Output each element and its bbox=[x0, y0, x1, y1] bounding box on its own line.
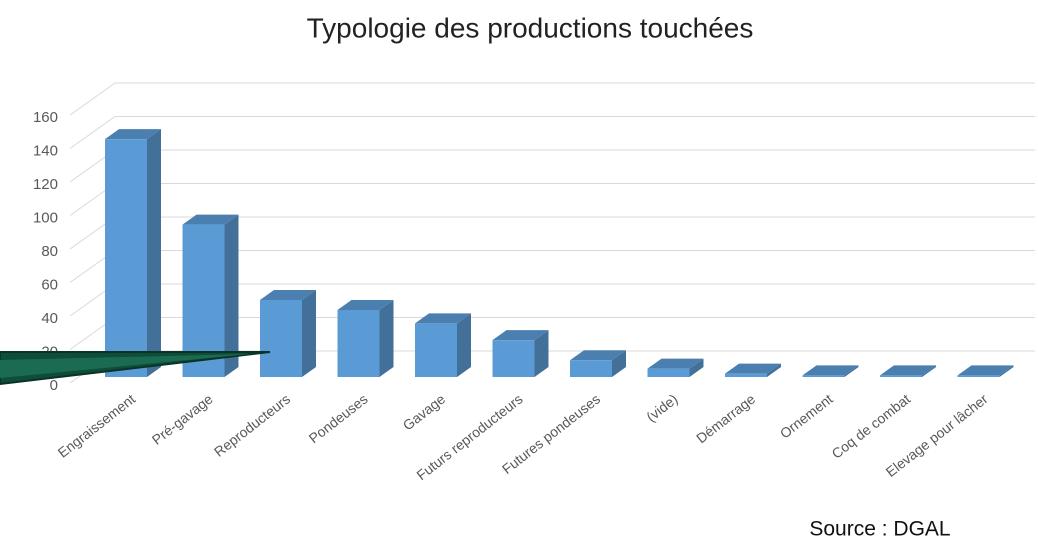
bar bbox=[725, 363, 781, 377]
bar-top bbox=[492, 330, 549, 341]
bar bbox=[415, 313, 471, 377]
bar-top bbox=[880, 365, 936, 376]
bar-top bbox=[570, 350, 626, 361]
x-tick-label: Démarrage bbox=[693, 391, 758, 447]
grid: 020406080100120140160 bbox=[33, 82, 1035, 394]
bar bbox=[105, 129, 161, 377]
bar-front bbox=[725, 373, 767, 377]
bar-side bbox=[379, 300, 394, 377]
bar-top bbox=[415, 313, 471, 324]
bar-top bbox=[105, 129, 161, 140]
bar-side bbox=[767, 363, 781, 377]
y-tick-label: 40 bbox=[41, 310, 58, 327]
bar-top bbox=[725, 363, 781, 374]
grid-line bbox=[69, 183, 1035, 216]
bar-front bbox=[957, 375, 1000, 377]
x-tick-label: Engraissement bbox=[55, 391, 139, 461]
bar-front bbox=[260, 299, 302, 377]
bar-front bbox=[880, 375, 922, 377]
grid-line bbox=[69, 116, 1035, 149]
bar-side bbox=[302, 289, 316, 377]
bar-top bbox=[957, 365, 1014, 376]
bar bbox=[570, 350, 626, 377]
y-tick-label: 60 bbox=[41, 276, 58, 293]
bar bbox=[492, 330, 549, 377]
bar-front bbox=[492, 340, 535, 377]
grid-line bbox=[69, 149, 1035, 183]
bar-top bbox=[337, 300, 394, 310]
x-tick-label: Ornement bbox=[777, 391, 836, 442]
bar-top bbox=[182, 214, 239, 225]
bar-front bbox=[802, 375, 845, 377]
y-tick-label: 100 bbox=[33, 209, 58, 226]
x-tick-label: Pré-gavage bbox=[149, 391, 216, 448]
y-tick-label: 0 bbox=[50, 377, 58, 394]
bar-side bbox=[922, 365, 936, 377]
source: Source : DGAL bbox=[809, 518, 950, 541]
y-tick-label: 140 bbox=[33, 142, 58, 159]
bar bbox=[647, 358, 704, 377]
bar-side bbox=[844, 365, 859, 377]
bar bbox=[802, 365, 859, 377]
arrow-highlight bbox=[0, 354, 250, 378]
bar-top bbox=[260, 289, 316, 300]
x-tick-label: Gavage bbox=[400, 391, 449, 434]
bar-front bbox=[105, 139, 147, 377]
pointer-arrow bbox=[0, 351, 271, 386]
bar bbox=[880, 365, 936, 377]
bar-side bbox=[147, 129, 161, 377]
grid-line bbox=[69, 82, 1035, 116]
x-tick-label: Pondeuses bbox=[306, 391, 371, 447]
y-tick-label: 160 bbox=[33, 109, 58, 126]
bar-side bbox=[457, 313, 471, 377]
bar-front bbox=[415, 323, 457, 377]
bar-top bbox=[802, 365, 859, 376]
chart-title: Typologie des productions touchées bbox=[307, 12, 754, 43]
bar bbox=[260, 289, 316, 377]
bar-side bbox=[612, 350, 626, 377]
bar-side bbox=[534, 330, 549, 377]
x-tick-label: (vide) bbox=[643, 391, 680, 425]
bar-front bbox=[647, 368, 690, 377]
bars bbox=[105, 129, 1014, 377]
bar-side bbox=[999, 365, 1014, 377]
y-tick-label: 80 bbox=[41, 243, 58, 260]
bar-front bbox=[337, 310, 380, 377]
y-tick-label: 120 bbox=[33, 176, 58, 193]
bar bbox=[337, 300, 394, 377]
x-tick-label: Coq de combat bbox=[828, 391, 913, 462]
bar-top bbox=[647, 358, 704, 369]
bar-side bbox=[224, 214, 239, 377]
x-tick-label: Reproducteurs bbox=[211, 391, 293, 460]
bar-front bbox=[570, 360, 612, 377]
bar bbox=[957, 365, 1014, 377]
bar-side bbox=[689, 358, 704, 377]
